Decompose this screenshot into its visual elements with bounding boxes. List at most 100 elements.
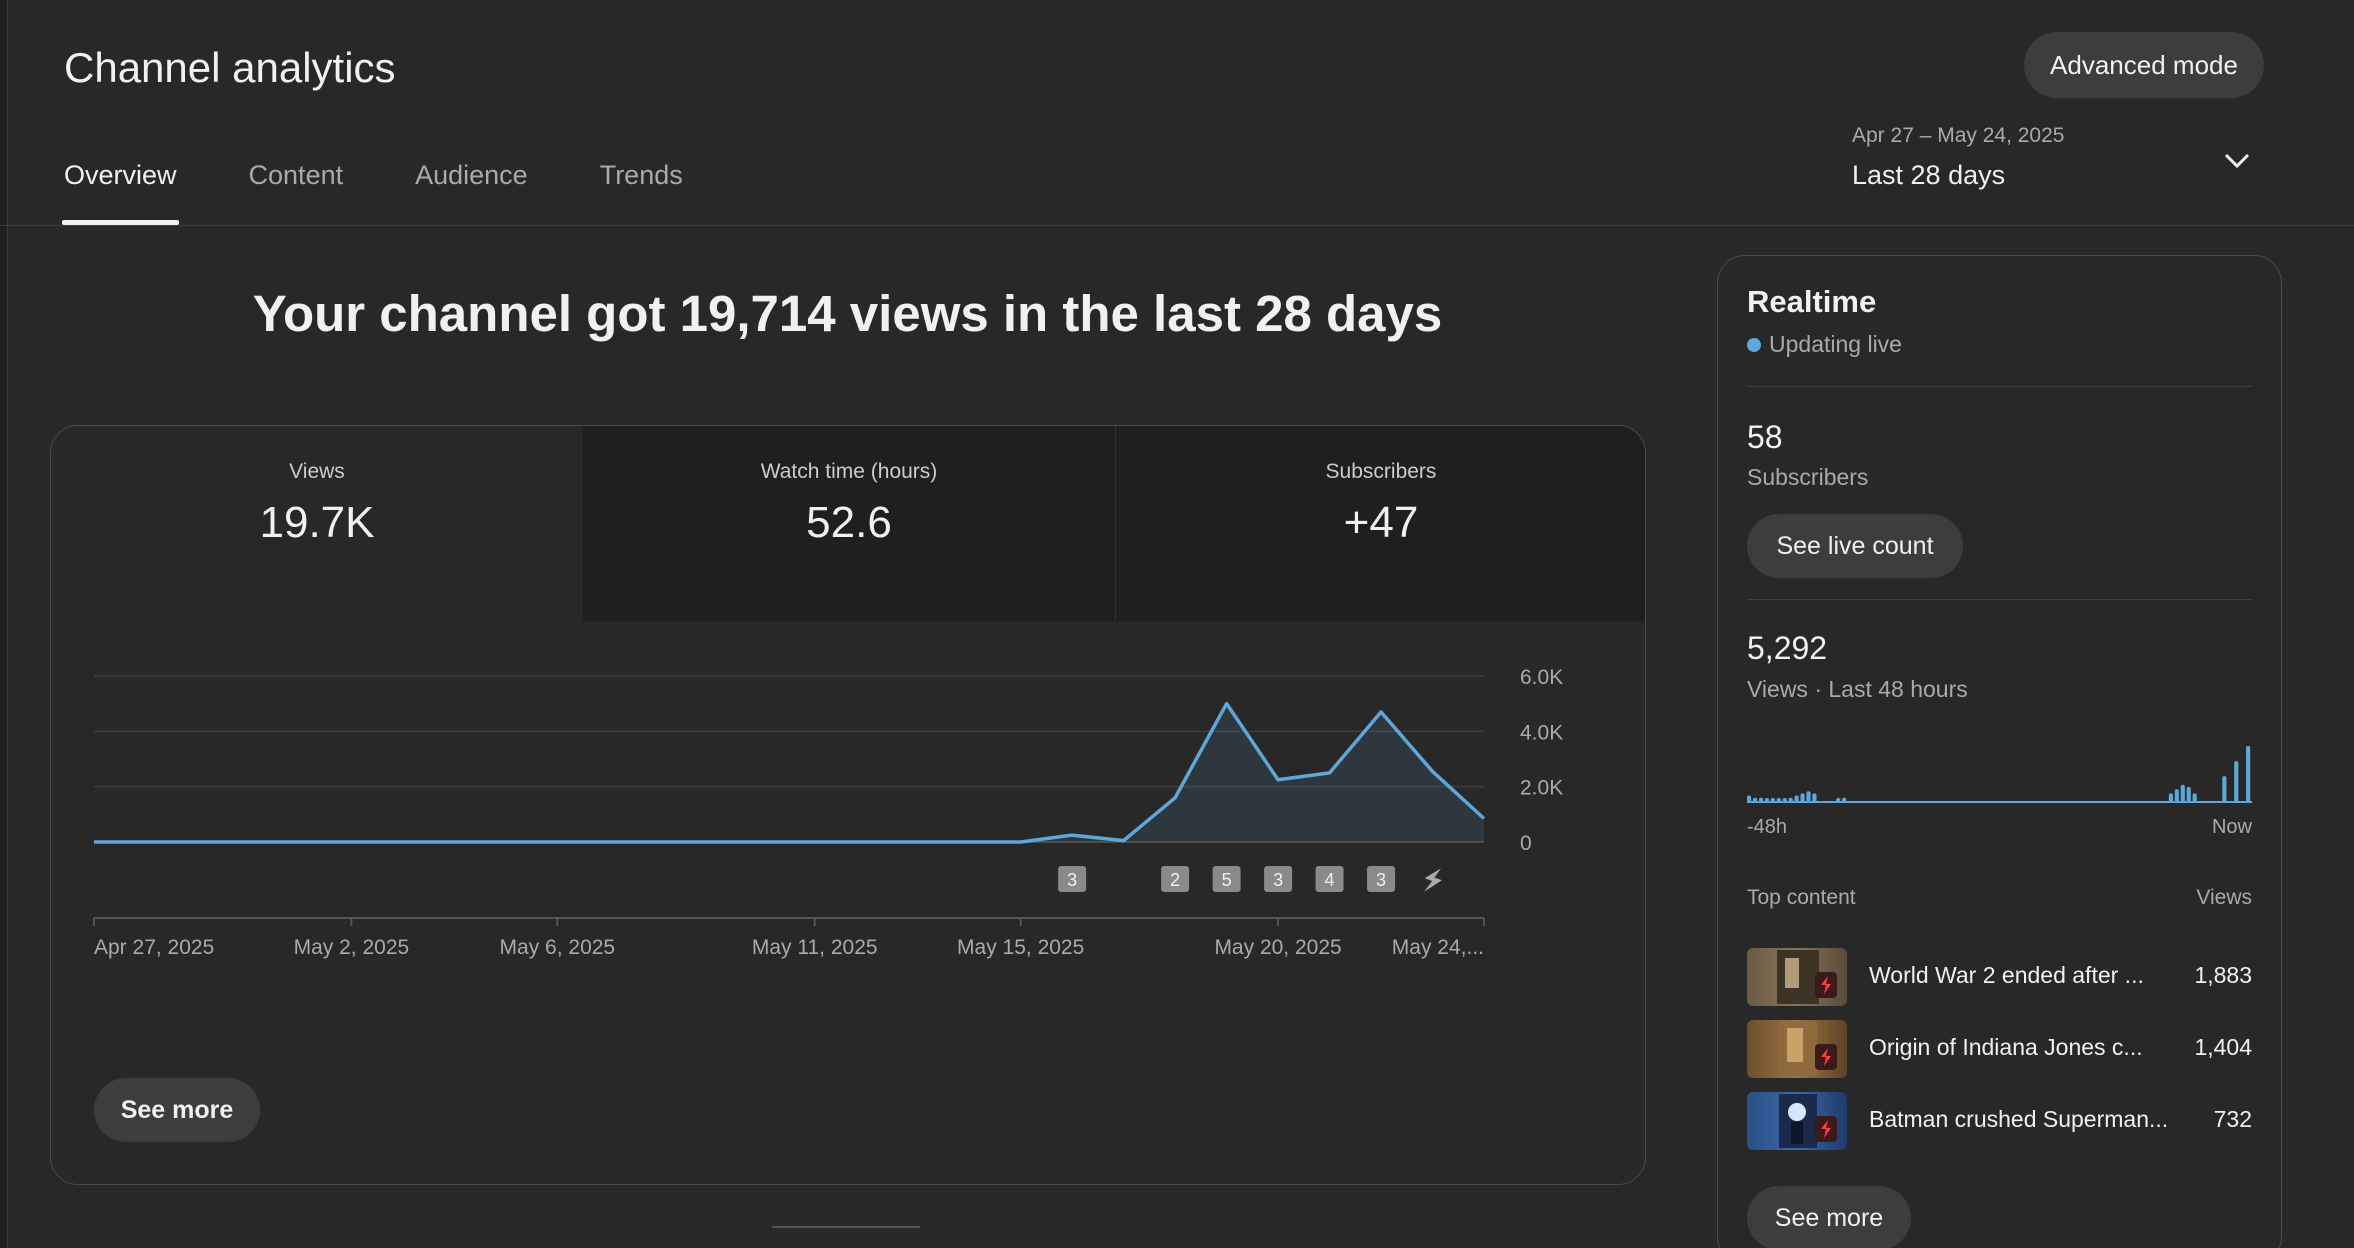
realtime-bar	[1794, 795, 1799, 802]
video-title: World War 2 ended after ...	[1869, 962, 2144, 988]
upload-marker-count: 4	[1325, 870, 1335, 890]
upload-marker	[1367, 866, 1396, 892]
live-status-text: Updating live	[1769, 331, 1902, 357]
divider	[1747, 599, 2252, 600]
realtime-title: Realtime	[1747, 284, 1877, 319]
realtime-bar	[1812, 793, 1817, 802]
realtime-bar-chart	[1747, 746, 2252, 803]
metric-watch-time[interactable]: Watch time (hours) 52.6	[583, 426, 1115, 621]
divider	[1747, 386, 2252, 387]
metric-views[interactable]: Views 19.7K	[51, 426, 583, 621]
metric-value: 52.6	[806, 498, 892, 547]
date-period-text: Last 28 days	[1852, 160, 2006, 190]
video-views: 732	[2213, 1106, 2252, 1132]
realtime-bar	[2246, 746, 2251, 802]
metric-label: Views	[289, 460, 345, 483]
x-tick-label: May 20, 2025	[1214, 936, 1341, 959]
realtime-bar	[1788, 797, 1793, 802]
views-chart: 0 2.0K 4.0K 6.0K 3 2 5 3 4 3 Apr 27, 2025 May 2, 20…	[93, 666, 1563, 959]
x-tick-label: Apr 27, 2025	[94, 936, 214, 959]
y-tick-label: 6.0K	[1520, 666, 1563, 689]
upload-marker	[1212, 866, 1241, 892]
shorts-icon	[1815, 1116, 1837, 1142]
page-title: Channel analytics	[64, 44, 396, 91]
top-content-row[interactable]: World War 2 ended after ... 1,883	[1747, 948, 2252, 1006]
thumbnail-art	[1779, 1094, 1817, 1148]
video-title: Origin of Indiana Jones c...	[1869, 1034, 2143, 1060]
y-tick-label: 4.0K	[1520, 721, 1563, 744]
scroll-indicator	[772, 1226, 920, 1228]
subscriber-label: Subscribers	[1747, 464, 1869, 490]
video-thumbnail	[1747, 1092, 1847, 1150]
realtime-panel: Realtime Updating live 58 Subscribers Se…	[1717, 255, 2282, 1248]
date-range-picker[interactable]: Apr 27 – May 24, 2025 Last 28 days	[1852, 124, 2252, 200]
metric-subscribers[interactable]: Subscribers +47	[1115, 426, 1645, 621]
views-column-heading: Views	[2196, 886, 2252, 909]
upload-marker-count: 3	[1273, 870, 1283, 890]
thumbnail-art	[1777, 950, 1819, 1004]
upload-marker	[1264, 866, 1293, 892]
realtime-bar	[1747, 795, 1752, 802]
tab-audience[interactable]: Audience	[415, 160, 528, 190]
tab-content[interactable]: Content	[248, 160, 344, 190]
x-tick-label: May 24,...	[1392, 936, 1484, 959]
shorts-icon	[1815, 1044, 1837, 1070]
shorts-icon	[1423, 868, 1443, 892]
upload-marker	[1315, 866, 1344, 892]
shorts-icon	[1815, 972, 1837, 998]
thumbnail-art	[1779, 1022, 1817, 1076]
realtime-bar	[2234, 761, 2239, 802]
realtime-bar	[1764, 798, 1769, 802]
x-tick-label: May 2, 2025	[294, 936, 410, 959]
y-tick-label: 2.0K	[1520, 777, 1563, 800]
views-headline: Your channel got 19,714 views in the las…	[252, 285, 1443, 342]
metrics-card: Views 19.7K Watch time (hours) 52.6 Subs…	[50, 425, 1646, 1185]
realtime-bar	[2186, 786, 2191, 802]
realtime-bar	[2180, 784, 2185, 802]
realtime-bar	[1758, 797, 1764, 802]
series-line	[94, 701, 1486, 844]
top-content-row[interactable]: Origin of Indiana Jones c... 1,404	[1747, 1020, 2252, 1078]
metric-divider	[1115, 426, 1116, 621]
upload-marker-count: 3	[1376, 870, 1386, 890]
series-area	[94, 703, 1484, 842]
advanced-mode-button[interactable]: Advanced mode	[2024, 32, 2264, 98]
subscriber-count: 58	[1747, 419, 1783, 455]
see-live-count-button[interactable]: See live count	[1747, 514, 1963, 578]
axis-start-label: -48h	[1747, 816, 1788, 838]
video-views: 1,404	[2194, 1034, 2252, 1060]
tab-trends[interactable]: Trends	[599, 160, 683, 190]
upload-marker-count: 3	[1067, 870, 1077, 890]
video-thumbnail	[1747, 948, 1847, 1006]
metric-value: 19.7K	[259, 498, 375, 547]
top-content-heading: Top content	[1747, 886, 1856, 909]
realtime-bar	[1842, 797, 1847, 802]
realtime-bar	[1800, 793, 1805, 802]
upload-marker-count: 5	[1222, 870, 1232, 890]
realtime-bar	[2222, 776, 2227, 802]
realtime-see-more-button[interactable]: See more	[1747, 1186, 1911, 1248]
date-range-text: Apr 27 – May 24, 2025	[1852, 124, 2065, 147]
realtime-bar	[1770, 798, 1775, 802]
tab-overview[interactable]: Overview	[62, 160, 179, 226]
upload-marker	[1058, 866, 1087, 892]
realtime-bar	[1782, 798, 1787, 802]
upload-marker	[1161, 866, 1190, 892]
video-thumbnail	[1747, 1020, 1847, 1078]
metric-label: Subscribers	[1325, 460, 1437, 483]
realtime-bar	[1836, 798, 1841, 802]
realtime-bar	[2192, 793, 2197, 802]
see-more-button[interactable]: See more	[94, 1078, 260, 1142]
live-dot-icon	[1747, 337, 1761, 352]
axis-end-label: Now	[2211, 816, 2252, 838]
realtime-bar	[1752, 797, 1758, 802]
chevron-down-icon[interactable]	[2222, 148, 2252, 172]
metric-value: +47	[1343, 498, 1419, 547]
top-content-row[interactable]: Batman crushed Superman... 732	[1747, 1092, 2252, 1150]
page-header: Channel analytics Advanced mode Overview…	[0, 0, 2354, 226]
video-title: Batman crushed Superman...	[1869, 1106, 2169, 1132]
realtime-bar	[1806, 791, 1811, 802]
upload-marker-count: 2	[1170, 870, 1180, 890]
realtime-bar	[1776, 798, 1781, 802]
x-tick-label: May 15, 2025	[957, 936, 1084, 959]
